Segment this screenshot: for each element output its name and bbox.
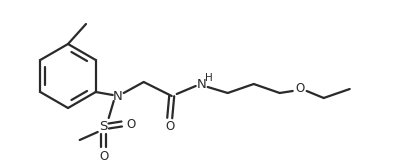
Text: H: H [205, 73, 213, 83]
Text: S: S [100, 119, 108, 133]
Text: N: N [113, 90, 123, 102]
Text: O: O [99, 151, 108, 163]
Text: N: N [197, 77, 207, 91]
Text: O: O [165, 119, 174, 133]
Text: O: O [126, 117, 135, 131]
Text: O: O [295, 82, 304, 95]
